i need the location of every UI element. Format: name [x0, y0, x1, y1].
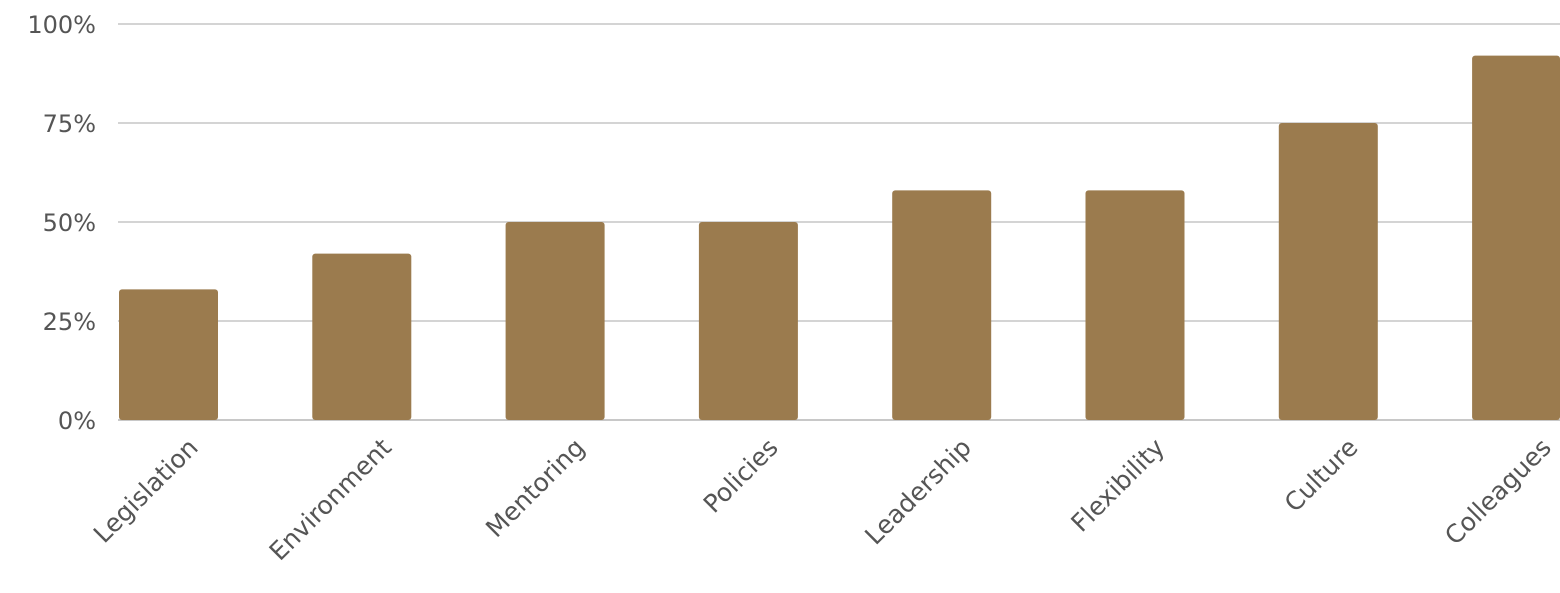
x-tick-label-environment: Environment — [264, 433, 398, 567]
bar-legislation — [119, 289, 218, 420]
y-tick-label: 75% — [43, 110, 96, 138]
x-tick-label-leadership: Leadership — [859, 433, 977, 551]
bars — [119, 55, 1560, 421]
y-tick-label: 50% — [43, 209, 96, 237]
bar-colleagues — [1472, 55, 1560, 421]
bar-mentoring — [505, 222, 605, 420]
bar-flexibility — [1085, 190, 1185, 420]
x-tick-label-mentoring: Mentoring — [480, 433, 590, 543]
x-tick-label-policies: Policies — [698, 433, 784, 519]
x-tick-label-flexibility: Flexibility — [1065, 433, 1170, 538]
x-tick-label-colleagues: Colleagues — [1439, 433, 1557, 551]
bar-environment — [312, 253, 412, 420]
y-axis-tick-labels: 0% 25% 50% 75% 100% — [27, 11, 96, 435]
y-tick-label: 0% — [58, 407, 96, 435]
y-tick-label: 25% — [43, 308, 96, 336]
bar-culture — [1278, 123, 1378, 420]
x-axis-tick-labels: Legislation Environment Mentoring Policies L… — [88, 433, 1557, 567]
bar-leadership — [892, 190, 992, 420]
x-tick-label-legislation: Legislation — [88, 433, 204, 549]
y-tick-label: 100% — [27, 11, 96, 39]
x-tick-label-culture: Culture — [1279, 433, 1364, 518]
bar-policies — [698, 222, 798, 420]
